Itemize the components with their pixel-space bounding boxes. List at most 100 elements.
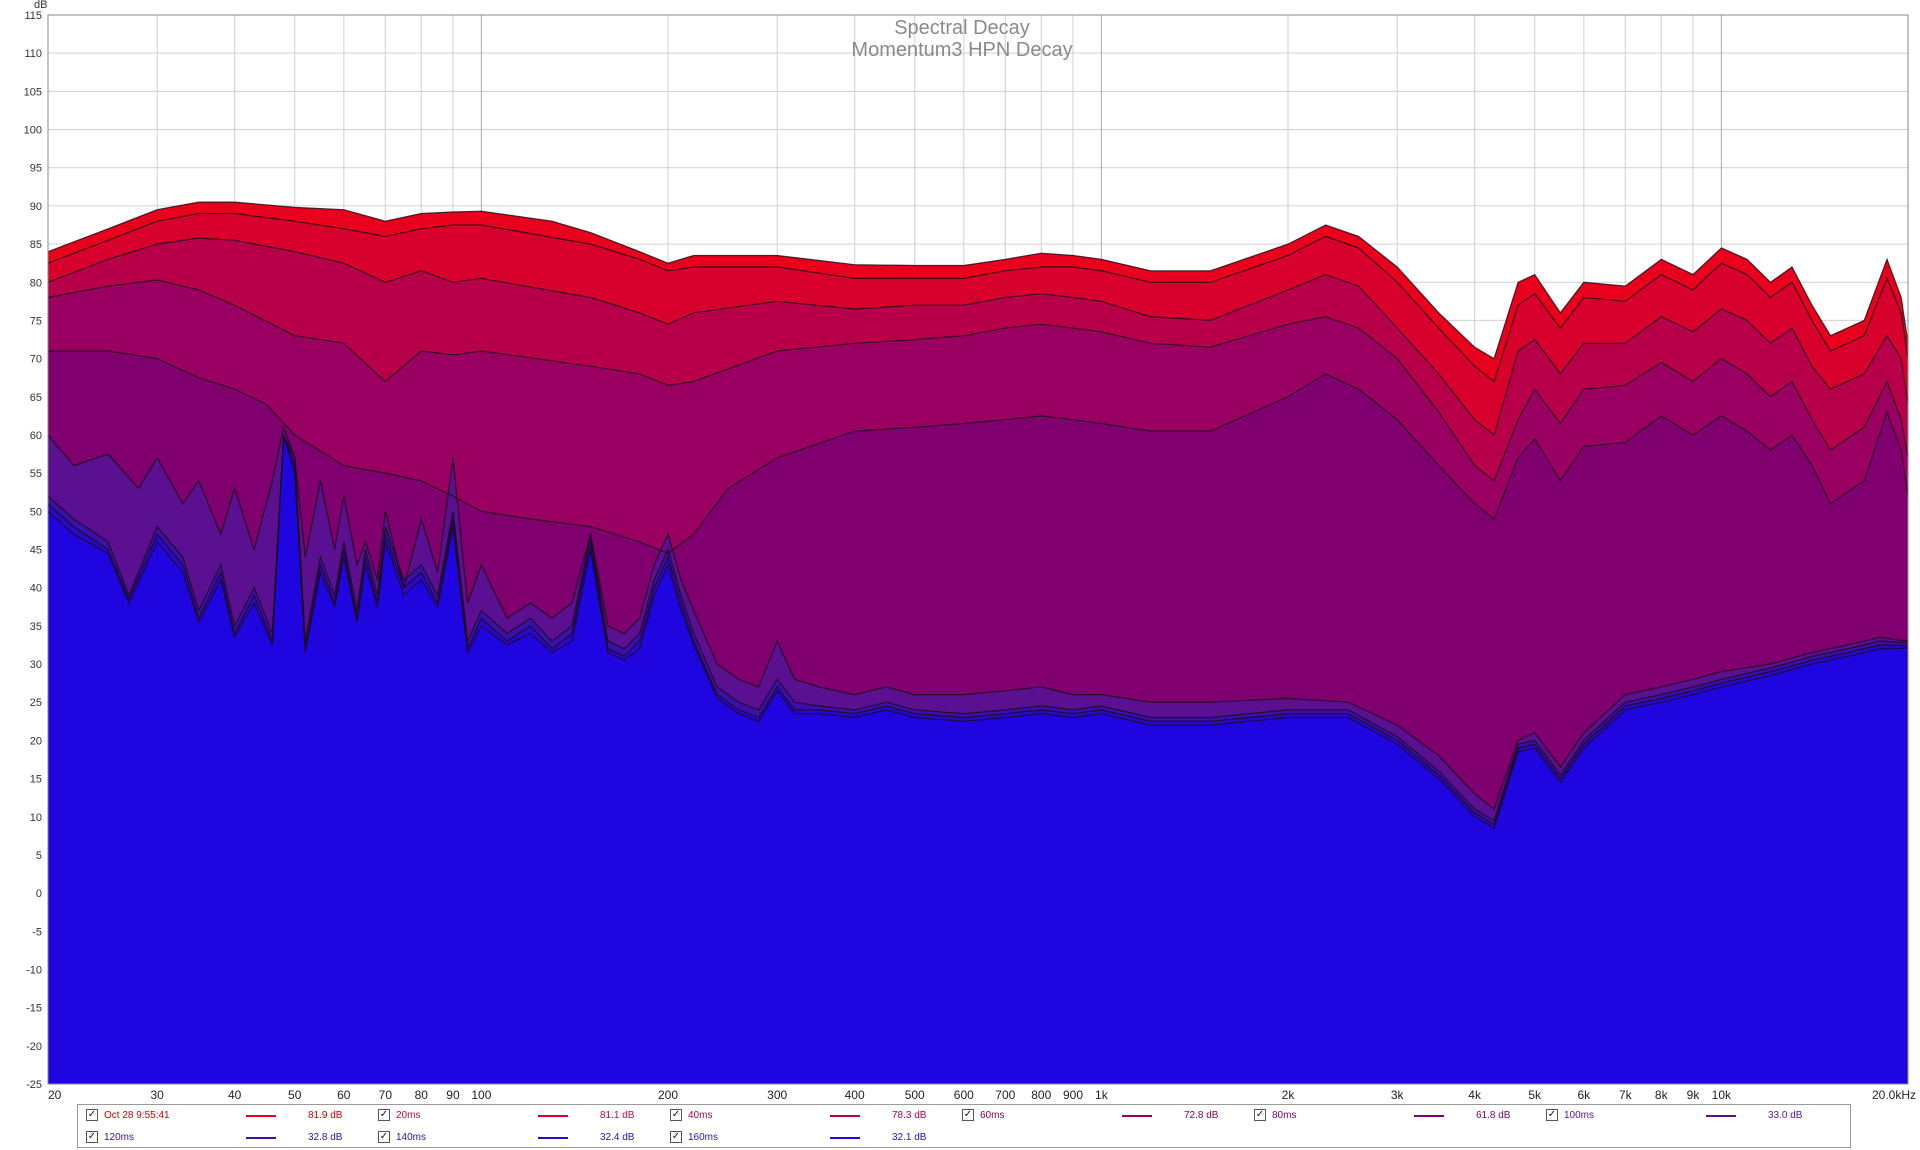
legend-item[interactable]: ✓ 40ms 78.3 dB (662, 1105, 954, 1127)
legend-value: 32.8 dB (308, 1132, 343, 1143)
legend-swatch (246, 1115, 276, 1117)
decay-line-160ms (47, 434, 1909, 830)
legend-item[interactable]: ✓ 80ms 61.8 dB (1246, 1105, 1538, 1127)
legend-label: 140ms (396, 1132, 427, 1143)
x-tick-label: 4k (1468, 1088, 1482, 1102)
y-tick-label: 70 (30, 354, 42, 366)
y-tick-label: 60 (30, 430, 42, 442)
legend-checkbox[interactable]: ✓ (378, 1131, 390, 1143)
legend-swatch (246, 1137, 276, 1139)
x-tick-label: 20 (48, 1088, 62, 1102)
legend-item[interactable]: ✓ 100ms 33.0 dB (1538, 1105, 1830, 1127)
legend-item[interactable]: ✓ 120ms 32.8 dB (78, 1127, 370, 1149)
legend-item[interactable]: ✓ 160ms 32.1 dB (662, 1127, 954, 1149)
decay-line-oct-28-9-55-41 (47, 201, 1909, 360)
legend-label: 60ms (980, 1110, 1005, 1121)
legend-checkbox[interactable]: ✓ (1254, 1109, 1266, 1121)
legend-label: 40ms (688, 1110, 713, 1121)
legend-label: 80ms (1272, 1110, 1297, 1121)
x-tick-label: 10k (1712, 1088, 1732, 1102)
legend-swatch (538, 1137, 568, 1139)
y-tick-label: 115 (24, 10, 42, 22)
y-tick-label: 80 (30, 277, 42, 289)
x-tick-label: 2k (1282, 1088, 1296, 1102)
legend-label: 120ms (104, 1132, 135, 1143)
x-tick-label: 1k (1095, 1088, 1109, 1102)
legend-label: 100ms (1564, 1110, 1595, 1121)
legend-value: 33.0 dB (1768, 1110, 1803, 1121)
legend-item[interactable]: ✓ 60ms 72.8 dB (954, 1105, 1246, 1127)
x-tick-label: 70 (379, 1088, 393, 1102)
legend-checkbox[interactable]: ✓ (378, 1109, 390, 1121)
x-tick-label: 700 (995, 1088, 1015, 1102)
x-axis-ticks: 20 30 40 50 60 70 80 90 100 200 300 400 500 600 700 800… (48, 1088, 1916, 1102)
legend-item[interactable]: ✓ Oct 28 9:55:41 81.9 dB (78, 1105, 370, 1127)
x-tick-label: 300 (767, 1088, 787, 1102)
y-axis-label: dB (34, 0, 47, 11)
legend-item[interactable]: ✓ 20ms 81.1 dB (370, 1105, 662, 1127)
x-tick-label: 5k (1528, 1088, 1542, 1102)
y-tick-label: 90 (30, 201, 42, 213)
x-tick-label: 50 (288, 1088, 302, 1102)
y-tick-label: -5 (32, 926, 42, 938)
legend-value: 81.9 dB (308, 1110, 343, 1121)
y-tick-label: 105 (24, 86, 42, 98)
legend-value: 61.8 dB (1476, 1110, 1511, 1121)
legend-swatch (1122, 1115, 1152, 1117)
decay-line-80ms (48, 350, 1909, 554)
decay-areas (48, 202, 1908, 1085)
x-tick-label: 400 (845, 1088, 865, 1102)
legend-checkbox[interactable]: ✓ (670, 1109, 682, 1121)
x-tick-label: 60 (337, 1088, 351, 1102)
x-tick-label: 40 (228, 1088, 242, 1102)
y-tick-label: 35 (30, 621, 42, 633)
legend-checkbox[interactable]: ✓ (86, 1131, 98, 1143)
legend-swatch (538, 1115, 568, 1117)
y-axis-ticks: 1151101051009590858075706560555045403530… (24, 10, 42, 1091)
legend-checkbox[interactable]: ✓ (1546, 1109, 1558, 1121)
x-tick-label: 200 (658, 1088, 678, 1102)
legend-checkbox[interactable]: ✓ (670, 1131, 682, 1143)
legend-swatch (1706, 1115, 1736, 1117)
legend-checkbox[interactable]: ✓ (86, 1109, 98, 1121)
y-tick-label: 110 (24, 48, 42, 60)
legend-item[interactable]: ✓ 140ms 32.4 dB (370, 1127, 662, 1149)
y-tick-label: 10 (30, 812, 42, 824)
x-tick-label: 8k (1655, 1088, 1669, 1102)
x-tick-label: 500 (905, 1088, 925, 1102)
y-tick-label: 5 (36, 850, 42, 862)
y-tick-label: 30 (30, 659, 42, 671)
legend-label: 160ms (688, 1132, 719, 1143)
legend-checkbox[interactable]: ✓ (962, 1109, 974, 1121)
y-tick-label: 50 (30, 506, 42, 518)
x-tick-label: 600 (954, 1088, 974, 1102)
decay-line-20ms (47, 212, 1909, 383)
legend: ✓ Oct 28 9:55:41 81.9 dB ✓ 20ms 81.1 dB ✓ 40ms 7… (77, 1104, 1851, 1148)
decay-line-60ms (47, 279, 1909, 482)
x-tick-label: 800 (1031, 1088, 1051, 1102)
x-tick-label: 900 (1063, 1088, 1083, 1102)
x-tick-label: 30 (150, 1088, 164, 1102)
y-tick-label: -25 (26, 1079, 42, 1091)
legend-label: 20ms (396, 1110, 421, 1121)
x-tick-label: 9k (1687, 1088, 1701, 1102)
x-tick-label: 100 (471, 1088, 491, 1102)
x-tick-label: 6k (1577, 1088, 1591, 1102)
legend-label: Oct 28 9:55:41 (104, 1110, 170, 1121)
legend-row: ✓ Oct 28 9:55:41 81.9 dB ✓ 20ms 81.1 dB ✓ 40ms 7… (78, 1105, 1850, 1127)
legend-value: 81.1 dB (600, 1110, 635, 1121)
y-tick-label: 20 (30, 735, 42, 747)
legend-row: ✓ 120ms 32.8 dB ✓ 140ms 32.4 dB ✓ 160ms 32.1 dB (78, 1127, 1850, 1149)
y-tick-label: -15 (26, 1003, 42, 1015)
y-tick-label: 15 (30, 774, 42, 786)
x-tick-label: 7k (1619, 1088, 1633, 1102)
legend-swatch (830, 1137, 860, 1139)
legend-value: 32.1 dB (892, 1132, 927, 1143)
y-tick-label: 75 (30, 315, 42, 327)
decay-line-40ms (47, 237, 1909, 437)
y-tick-label: 65 (30, 392, 42, 404)
y-tick-label: 45 (30, 545, 42, 557)
legend-value: 78.3 dB (892, 1110, 927, 1121)
decay-lines (47, 201, 1909, 830)
y-tick-label: 100 (24, 125, 42, 137)
